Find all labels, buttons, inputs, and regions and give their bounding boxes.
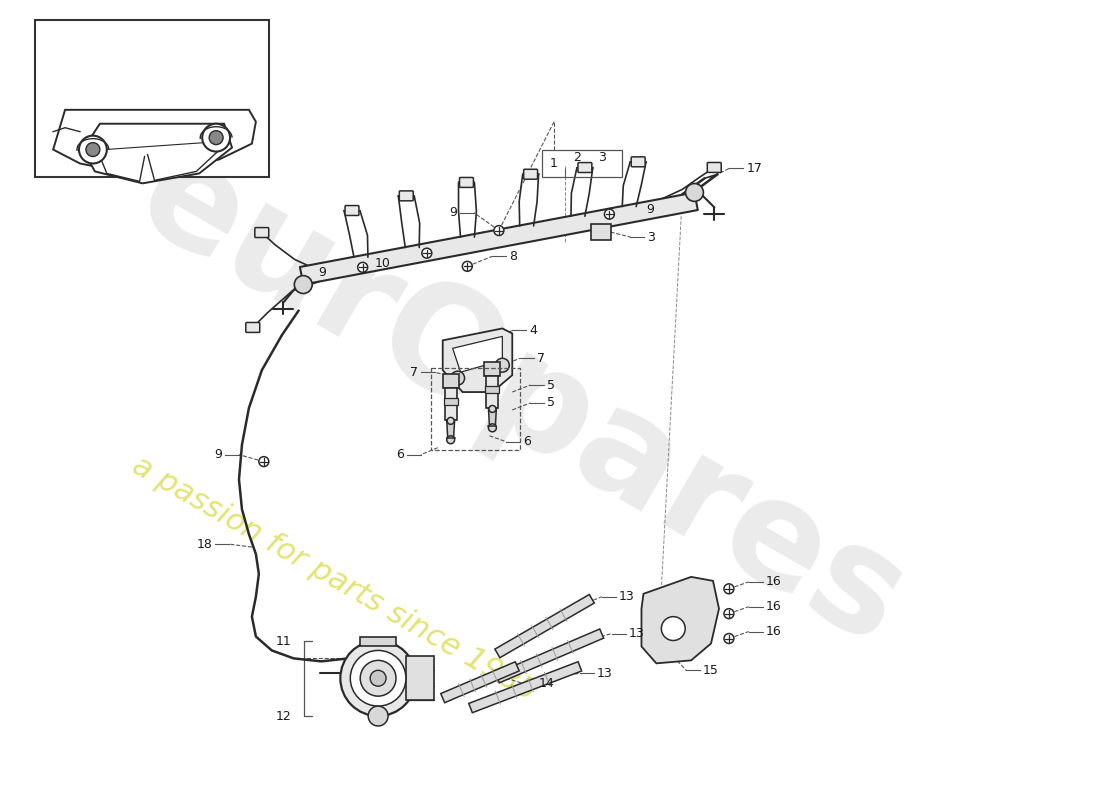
Bar <box>444 388 456 420</box>
Text: 2: 2 <box>573 151 581 164</box>
Text: 18: 18 <box>196 538 212 550</box>
Circle shape <box>604 209 615 219</box>
Circle shape <box>202 124 230 151</box>
Text: 14: 14 <box>539 677 554 690</box>
Polygon shape <box>488 408 496 426</box>
Text: 1: 1 <box>550 157 558 170</box>
Polygon shape <box>447 420 454 438</box>
Circle shape <box>371 670 386 686</box>
Text: 10: 10 <box>374 257 390 270</box>
Text: a passion for parts since 1985: a passion for parts since 1985 <box>126 451 540 706</box>
Bar <box>443 398 458 405</box>
Circle shape <box>350 650 406 706</box>
Polygon shape <box>495 594 594 658</box>
Text: 17: 17 <box>746 162 762 175</box>
Polygon shape <box>53 110 256 171</box>
FancyBboxPatch shape <box>460 178 473 187</box>
Text: 13: 13 <box>628 627 645 640</box>
Polygon shape <box>495 629 604 683</box>
Circle shape <box>360 660 396 696</box>
Polygon shape <box>442 329 513 392</box>
Circle shape <box>451 371 464 385</box>
Text: 13: 13 <box>596 666 613 680</box>
Text: 9: 9 <box>214 448 222 461</box>
Bar <box>542 150 621 178</box>
Circle shape <box>358 262 367 272</box>
Bar <box>485 386 499 393</box>
FancyBboxPatch shape <box>255 227 268 238</box>
FancyBboxPatch shape <box>399 191 414 201</box>
Polygon shape <box>641 577 719 663</box>
Text: 9: 9 <box>318 266 326 278</box>
Circle shape <box>495 358 509 372</box>
Text: 16: 16 <box>766 575 781 588</box>
Text: 5: 5 <box>547 397 556 410</box>
Bar <box>591 224 611 240</box>
Text: 16: 16 <box>766 625 781 638</box>
Text: 15: 15 <box>703 664 719 677</box>
Bar <box>360 637 396 646</box>
Polygon shape <box>82 124 232 183</box>
Circle shape <box>79 136 107 163</box>
Text: 9: 9 <box>449 206 458 219</box>
Bar <box>486 376 498 408</box>
Circle shape <box>494 226 504 235</box>
Circle shape <box>724 609 734 618</box>
Bar <box>431 368 520 450</box>
FancyBboxPatch shape <box>631 157 645 166</box>
Circle shape <box>340 641 416 716</box>
Text: 3: 3 <box>597 151 606 164</box>
Circle shape <box>462 262 472 271</box>
Circle shape <box>422 248 432 258</box>
Text: 13: 13 <box>618 590 635 603</box>
Text: 12: 12 <box>276 710 292 722</box>
Circle shape <box>448 418 454 424</box>
Circle shape <box>488 424 496 432</box>
Text: 6: 6 <box>396 448 404 461</box>
Polygon shape <box>300 193 697 285</box>
Text: eurOpares: eurOpares <box>116 124 930 676</box>
Circle shape <box>447 436 454 444</box>
FancyBboxPatch shape <box>707 162 722 173</box>
FancyBboxPatch shape <box>345 206 359 215</box>
Text: 5: 5 <box>547 378 556 391</box>
Circle shape <box>488 406 496 413</box>
Polygon shape <box>453 336 503 372</box>
Text: 7: 7 <box>537 352 546 365</box>
Bar <box>406 656 433 700</box>
Circle shape <box>724 584 734 594</box>
Circle shape <box>724 634 734 643</box>
Circle shape <box>368 706 388 726</box>
Bar <box>35 20 268 178</box>
Circle shape <box>86 142 100 157</box>
Text: 11: 11 <box>276 635 292 648</box>
Circle shape <box>661 617 685 641</box>
Polygon shape <box>441 662 519 702</box>
Text: 9: 9 <box>646 202 654 216</box>
Bar <box>442 374 459 388</box>
Circle shape <box>685 183 703 202</box>
Circle shape <box>258 457 268 466</box>
FancyBboxPatch shape <box>245 322 260 333</box>
Text: 3: 3 <box>647 230 656 243</box>
Text: 6: 6 <box>524 435 531 448</box>
Text: 16: 16 <box>766 600 781 614</box>
Text: 4: 4 <box>529 324 537 337</box>
Circle shape <box>209 130 223 145</box>
Polygon shape <box>469 662 582 713</box>
Text: 7: 7 <box>410 366 418 378</box>
FancyBboxPatch shape <box>578 162 592 173</box>
Bar <box>484 362 500 376</box>
FancyBboxPatch shape <box>524 170 538 179</box>
Text: 8: 8 <box>509 250 517 263</box>
Circle shape <box>295 276 312 294</box>
